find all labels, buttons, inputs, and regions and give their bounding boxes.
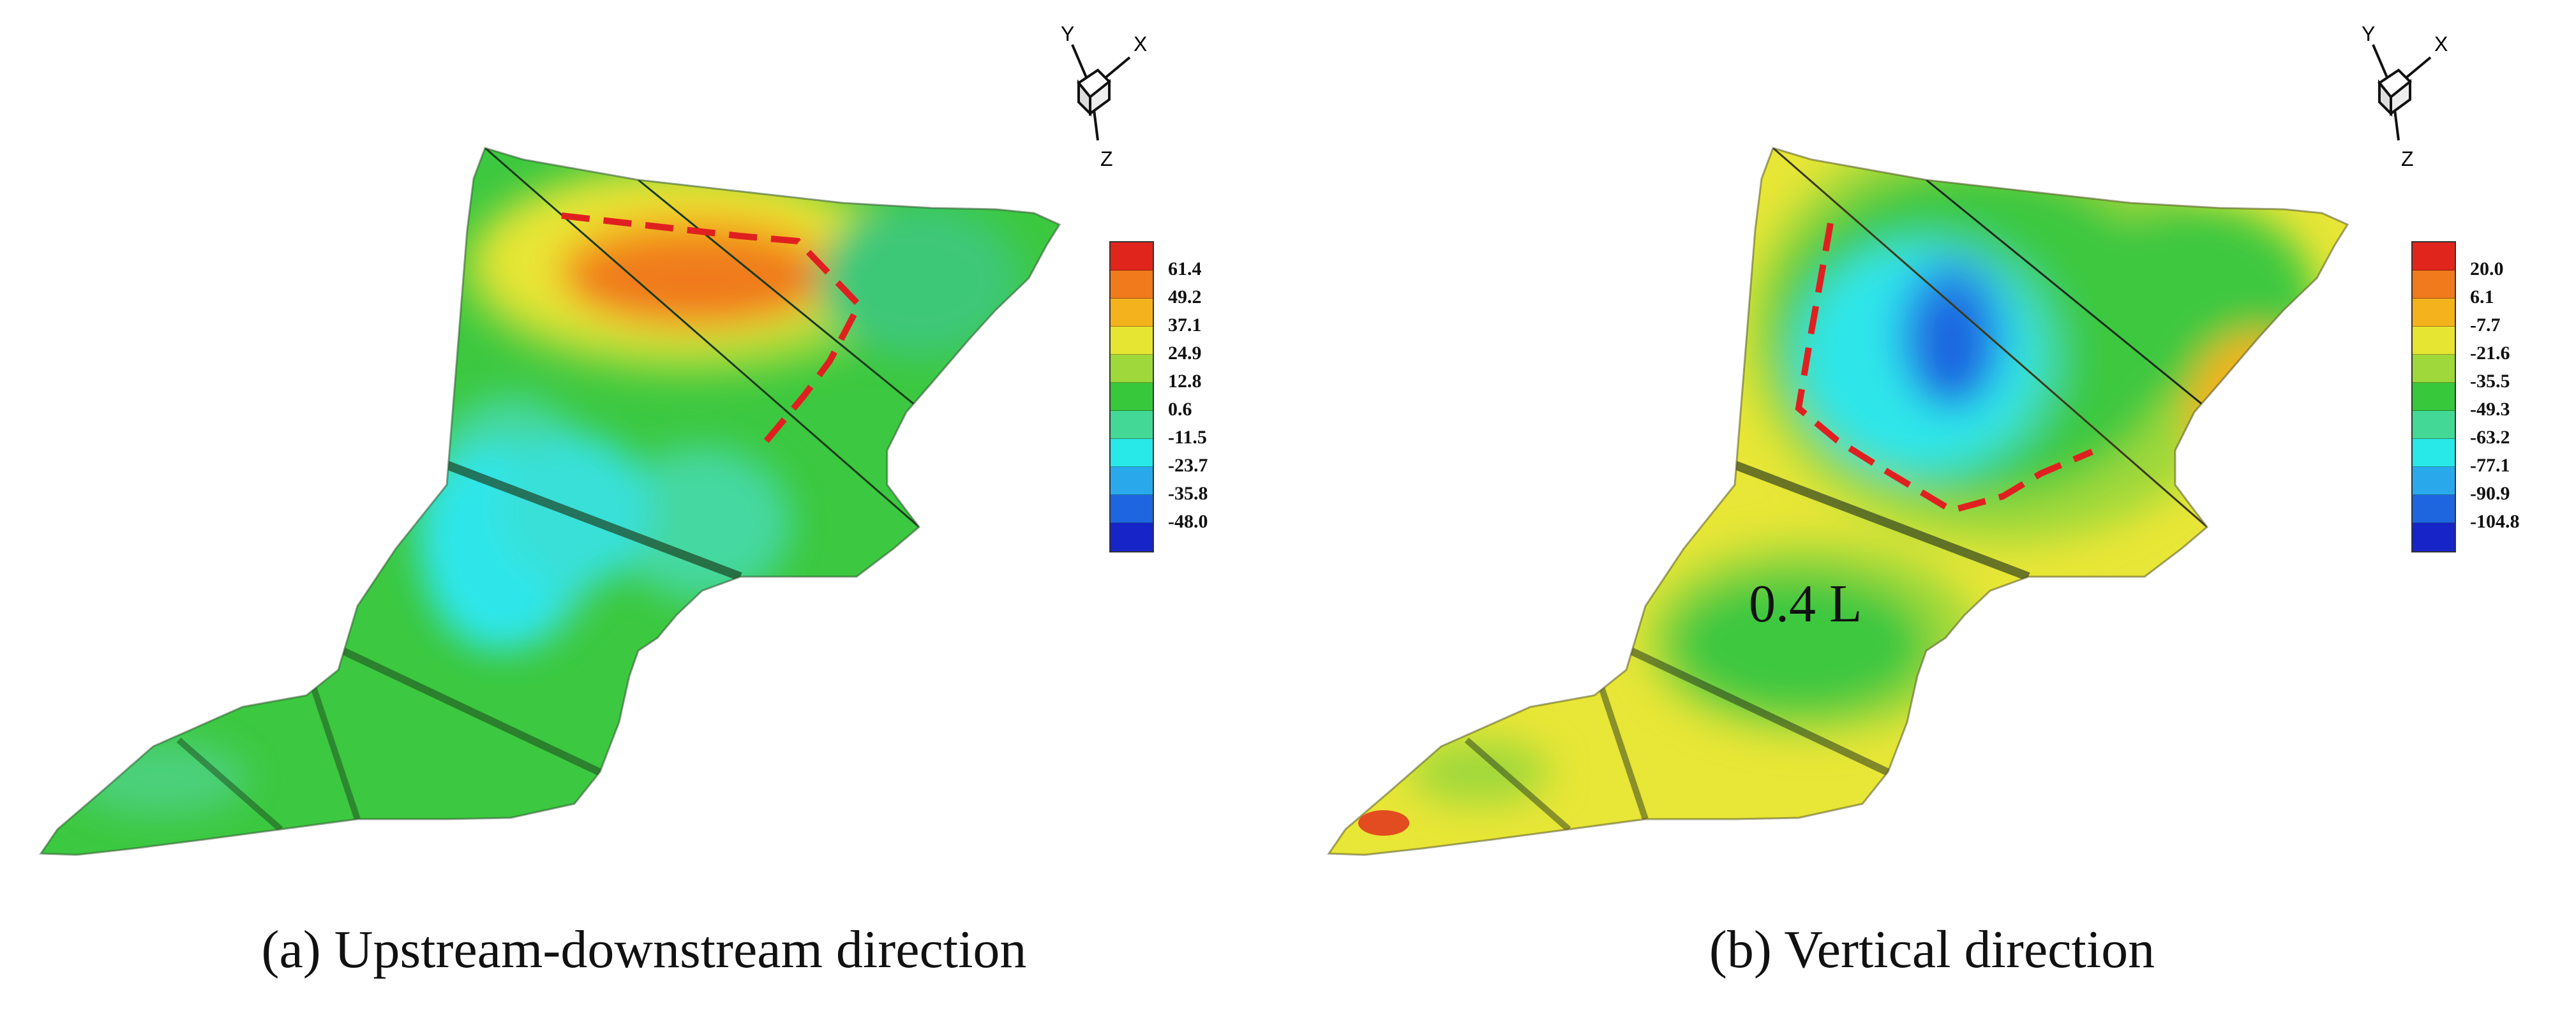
legend-tick-label: -77.1: [2470, 455, 2510, 476]
legend-colorbar: [2411, 241, 2456, 552]
contour-plot-a: [39, 147, 1061, 856]
legend-tick-label: 24.9: [1168, 343, 1202, 364]
legend-tick-label: -35.8: [1168, 483, 1208, 504]
legend-tick-label: -90.9: [2470, 483, 2510, 504]
legend-swatch: [1111, 467, 1153, 495]
legend-swatch: [1111, 523, 1153, 551]
annotation-label: 0.4 L: [1749, 574, 1862, 633]
legend-swatch: [2413, 411, 2455, 439]
caption-b: (b) Vertical direction: [1709, 920, 2155, 979]
legend-tick-label: 37.1: [1168, 315, 1202, 336]
legend-tick-label: -23.7: [1168, 455, 1208, 476]
highlight-outline-a: [561, 212, 864, 444]
legend-tick-label: 6.1: [2470, 286, 2494, 307]
axis-triad-b: Y X Z: [2362, 22, 2448, 170]
legend-tick-label: 20.0: [2470, 258, 2504, 279]
legend-tick-label: -49.3: [2470, 399, 2510, 420]
legend-tick-label: 0.6: [1168, 399, 1192, 420]
legend-swatch: [1111, 495, 1153, 523]
legend-tick-label: -35.5: [2470, 371, 2510, 392]
legend-swatch: [2413, 383, 2455, 411]
legend-tick-label: -21.6: [2470, 343, 2510, 364]
legend-swatch: [1111, 270, 1153, 299]
highlight-outline-b: [1795, 223, 2093, 514]
legend-swatch: [1111, 383, 1153, 411]
legend-swatch: [2413, 467, 2455, 495]
axis-label-x: X: [2434, 33, 2448, 56]
axis-label-y: Y: [2362, 22, 2375, 45]
legend-swatch: [2413, 495, 2455, 523]
axis-triad-a: Y X Z: [1061, 22, 1147, 170]
axis-label-x: X: [1134, 33, 1147, 56]
axis-label-z: Z: [1100, 147, 1113, 170]
caption-a: (a) Upstream-downstream direction: [261, 920, 1027, 979]
legend-swatch: [1111, 355, 1153, 383]
legend-swatch: [1111, 242, 1153, 270]
legend-swatch: [1111, 327, 1153, 355]
axis-label-y: Y: [1061, 22, 1074, 45]
axis-label-z: Z: [2401, 147, 2414, 170]
legend-tick-label: 12.8: [1168, 371, 1202, 392]
panel-a: Y X Z 61.4 49.2 37.1 24.9 12.8 0.6 -11.5 -23.7 -…: [39, 22, 1208, 979]
legend-tick-label: -11.5: [1168, 427, 1207, 448]
legend-swatch: [1111, 299, 1153, 327]
legend-swatch: [2413, 299, 2455, 327]
legend-tick-label: -63.2: [2470, 427, 2510, 448]
legend-colorbar: [1109, 241, 1154, 552]
legend-swatch: [2413, 523, 2455, 551]
legend-tick-label: -104.8: [2470, 511, 2520, 532]
contour-fill-b: [1329, 148, 2348, 855]
legend-swatch: [1111, 439, 1153, 467]
legend-swatch: [2413, 327, 2455, 355]
legend-swatch: [1111, 411, 1153, 439]
legend-tick-label: 49.2: [1168, 286, 1202, 307]
legend-swatch: [2413, 270, 2455, 299]
legend-tick-label: -7.7: [2470, 315, 2501, 336]
legend-tick-label: 61.4: [1168, 258, 1202, 279]
panel-b: 0.4 L Y X Z 20.0 6.1 -7.7 -21.6 -35.5 -49.3 -6…: [1288, 0, 2576, 1022]
legend-swatch: [2413, 242, 2455, 270]
contour-plot-b: [1327, 147, 2349, 856]
legend-swatch: [2413, 439, 2455, 467]
legend-tick-label: -48.0: [1168, 511, 1208, 532]
legend-swatch: [2413, 355, 2455, 383]
